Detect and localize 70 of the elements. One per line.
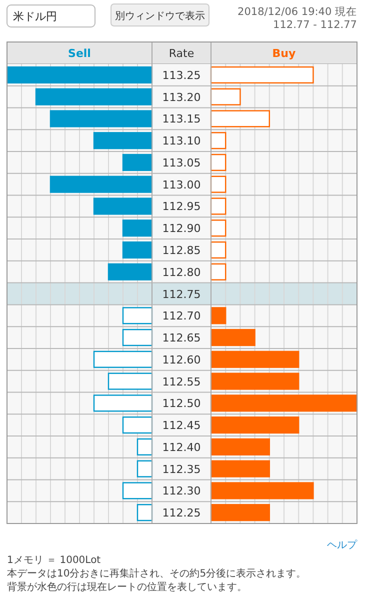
y-tick-label: 113.00 bbox=[162, 178, 201, 192]
y-tick-label: 112.25 bbox=[162, 506, 201, 520]
y-tick-label: 112.70 bbox=[162, 310, 201, 323]
y-tick-label: 113.20 bbox=[162, 90, 201, 104]
bar bbox=[93, 394, 153, 412]
bar bbox=[93, 132, 153, 150]
bar bbox=[122, 154, 153, 172]
bar bbox=[210, 328, 256, 346]
bar bbox=[210, 482, 314, 500]
bar bbox=[122, 416, 153, 434]
chart-subtitle: 112.77 - 112.77 bbox=[273, 19, 357, 31]
y-tick-label: 112.90 bbox=[162, 222, 201, 236]
bar bbox=[122, 328, 153, 346]
y-tick-label: 112.30 bbox=[162, 484, 201, 498]
text: 別ウィンドウで表示 bbox=[115, 10, 205, 22]
bar bbox=[93, 198, 153, 215]
y-tick-label: 112.60 bbox=[162, 353, 201, 366]
y-tick-label: 112.95 bbox=[162, 200, 201, 214]
bar bbox=[108, 263, 153, 280]
bar bbox=[210, 176, 226, 193]
bar bbox=[93, 350, 153, 368]
bar bbox=[122, 220, 153, 237]
bar bbox=[108, 372, 153, 390]
bar bbox=[210, 394, 358, 412]
y-tick-label: 112.45 bbox=[162, 419, 201, 432]
text: 1メモリ ＝ 1000Lot bbox=[7, 555, 101, 566]
bar bbox=[210, 154, 226, 172]
bar bbox=[210, 460, 270, 478]
bar bbox=[210, 198, 226, 215]
y-tick-label: 112.85 bbox=[162, 244, 201, 257]
y-tick-label: 112.35 bbox=[162, 462, 201, 476]
bar bbox=[210, 241, 226, 259]
bar bbox=[122, 482, 153, 500]
bar bbox=[136, 460, 153, 478]
bar bbox=[210, 504, 270, 522]
y-tick-label: 112.40 bbox=[162, 440, 201, 454]
y-tick-label: 113.15 bbox=[162, 112, 201, 126]
bar bbox=[50, 176, 153, 193]
text: ヘルプ bbox=[327, 539, 358, 551]
y-tick-label: 112.75 bbox=[162, 288, 201, 301]
bar bbox=[210, 438, 270, 456]
text: 背景が水色の行は現在レートの位置を表しています。 bbox=[7, 581, 247, 593]
bar bbox=[122, 307, 153, 324]
bar bbox=[136, 438, 153, 456]
y-tick-label: 112.55 bbox=[162, 375, 201, 388]
y-tick-label: 112.65 bbox=[162, 332, 201, 345]
series-label: Buy bbox=[272, 47, 296, 60]
y-tick-label: 113.05 bbox=[162, 156, 201, 170]
bar bbox=[210, 110, 270, 128]
bar bbox=[210, 132, 226, 150]
bar bbox=[210, 307, 226, 324]
chart-title: 2018/12/06 19:40 現在 bbox=[238, 6, 357, 18]
bar bbox=[210, 416, 300, 434]
bar bbox=[35, 88, 153, 106]
bar bbox=[210, 372, 300, 390]
text: 本データは10分おきに再集計され、その約5分後に表示されます。 bbox=[7, 568, 306, 580]
bar bbox=[210, 88, 241, 106]
y-tick-label: 112.50 bbox=[162, 397, 201, 410]
bar bbox=[122, 241, 153, 259]
bar bbox=[210, 220, 226, 237]
y-axis-title: Rate bbox=[168, 47, 194, 60]
bar bbox=[210, 263, 226, 280]
bar bbox=[50, 110, 153, 128]
text: 米ドル円 bbox=[13, 10, 57, 23]
y-tick-label: 112.80 bbox=[162, 266, 201, 279]
bar bbox=[6, 66, 153, 84]
series-label: Sell bbox=[68, 47, 91, 60]
y-tick-label: 113.10 bbox=[162, 134, 201, 148]
bar bbox=[210, 350, 300, 368]
y-tick-label: 113.25 bbox=[162, 68, 201, 82]
